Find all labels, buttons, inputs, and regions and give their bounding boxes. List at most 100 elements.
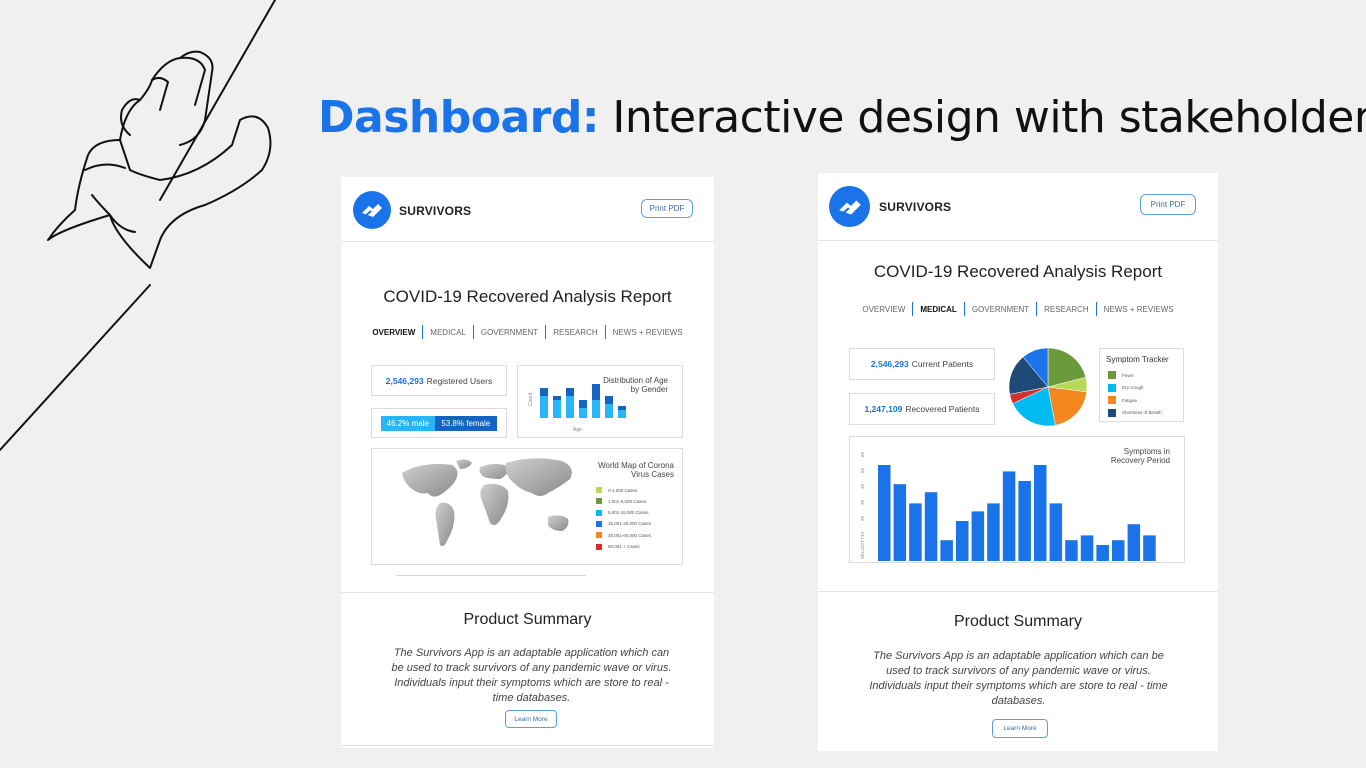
tracker-item: Fatigue [1108, 396, 1137, 404]
age-bars-svg: Count Age [528, 384, 626, 433]
map-legend-item: 0-1,000 Cases [596, 487, 637, 493]
dashboard-overview-card: SURVIVORS Print PDF COVID-19 Recovered A… [341, 177, 714, 748]
handshake-icon [838, 200, 861, 215]
tab-separator [472, 325, 474, 339]
tracker-item: Dry Cough [1108, 383, 1144, 392]
map-title: World Map of Corona Virus Cases [598, 461, 674, 480]
legend-swatch [1108, 408, 1116, 417]
symptom-bar [971, 511, 985, 561]
tracker-item: Fever [1108, 371, 1134, 379]
brand-name: SURVIVORS [399, 204, 472, 218]
registered-users-value: 2,546,293 [385, 375, 424, 386]
tab-news-reviews[interactable]: NEWS + REVIEWS [612, 327, 683, 337]
summary-text: The Survivors App is an adaptable applic… [391, 647, 672, 704]
legend-swatch [1108, 396, 1116, 404]
survivors-logo-icon [829, 186, 870, 227]
symptom-bar [1034, 465, 1047, 561]
tab-government[interactable]: GOVERNMENT [480, 327, 539, 337]
report-title: COVID-19 Recovered Analysis Report [873, 262, 1163, 281]
tab-separator [1036, 302, 1038, 316]
legend-label: Dry Cough [1122, 385, 1144, 390]
tab-medical[interactable]: MEDICAL [920, 304, 957, 314]
brand-name: SURVIVORS [879, 200, 952, 214]
tab-news-reviews[interactable]: NEWS + REVIEWS [1103, 304, 1174, 314]
legend-label: Shortness of Breath [1122, 410, 1162, 415]
legend-swatch [596, 498, 602, 505]
symptom-bar [924, 492, 938, 561]
symptom-bar [1065, 540, 1078, 561]
tab-overview[interactable]: OVERVIEW [862, 304, 906, 314]
tab-research[interactable]: RESEARCH [1044, 304, 1089, 314]
y-tick-label: 40 [860, 483, 865, 489]
learn-more-button[interactable]: Learn More [505, 710, 557, 728]
hands-line-illustration [0, 0, 276, 451]
slide-title-rest: Interactive design with stakeholders [598, 92, 1366, 143]
world-map-panel: World Map of Corona Virus Cases 0-1,000 … [371, 448, 683, 565]
handshake-icon [362, 204, 382, 218]
symptom-bar [1096, 545, 1109, 561]
pie-slice [1012, 386, 1056, 427]
legend-swatch [596, 509, 602, 516]
legend-label: 0-1,000 Cases [608, 487, 638, 493]
panel-divider-line [396, 575, 586, 576]
tab-overview[interactable]: OVERVIEW [372, 327, 416, 337]
legend-label: Fatigue [1122, 397, 1138, 403]
slide-title-accent: Dashboard: [318, 92, 599, 143]
symptom-bar [940, 540, 953, 561]
symptoms-recovery-chart: Symptoms in Recovery Period VELOCITY 10 20… [849, 436, 1185, 563]
map-legend-item: 1,001-5,000 Cases [596, 498, 646, 505]
map-legend-item: 15,001-30,000 Cases [596, 520, 651, 527]
map-legend-item: 5,001-15,000 Cases [596, 509, 649, 516]
current-patients-stat: 2,546,293 Current Patients [849, 348, 995, 380]
symptom-bar [1127, 524, 1141, 561]
world-map-graphic [402, 458, 572, 547]
nav-tabs: OVERVIEW MEDICAL GOVERNMENT RESEARCH NEWS + … [818, 302, 1218, 316]
symptoms-chart-title: Symptoms in Recovery Period [1110, 447, 1170, 466]
y-tick-label: 60 [860, 451, 865, 457]
age-bar-lower [553, 400, 561, 418]
section-divider [818, 591, 1218, 592]
tracker-item: Shortness of Breath [1108, 408, 1162, 417]
age-chart-ylabel: Count [528, 392, 534, 406]
legend-label: 60,001 + Cases [608, 544, 640, 549]
tab-research[interactable]: RESEARCH [553, 327, 598, 337]
gender-split-bar: 46.2% male 53.8% female [381, 416, 497, 431]
legend-swatch [1108, 371, 1116, 379]
symptom-bar [878, 465, 891, 561]
symptom-pie-chart [1008, 347, 1088, 427]
footer-divider [341, 745, 714, 746]
symptom-bar [1049, 503, 1063, 561]
symptom-tracker-legend: Symptom Tracker Fever Dry Cough Fatigue Sho… [1099, 348, 1184, 422]
tab-medical[interactable]: MEDICAL [430, 327, 466, 337]
current-patients-value: 2,546,293 [870, 359, 909, 369]
age-bar-lower [579, 408, 587, 418]
age-bar-lower [605, 404, 613, 418]
recovered-patients-stat: 1,247,109 Recovered Patients [849, 393, 995, 425]
tab-separator [545, 325, 547, 339]
tab-separator [422, 325, 424, 339]
registered-users-stat: 2,546,293 Registered Users [371, 365, 507, 396]
learn-more-button[interactable]: Learn More [992, 719, 1048, 738]
legend-label: 5,001-15,000 Cases [608, 510, 649, 516]
print-pdf-button[interactable]: Print PDF [641, 199, 693, 218]
registered-users-label: Registered Users [426, 375, 493, 386]
summary-text: The Survivors App is an adaptable applic… [869, 650, 1168, 707]
tab-government[interactable]: GOVERNMENT [971, 304, 1030, 314]
legend-label: Fever [1122, 372, 1134, 378]
age-bar-lower [540, 396, 548, 418]
age-distribution-chart: Distribution of Age by Gender Count Age [517, 365, 683, 438]
age-bar-upper [553, 396, 561, 400]
age-bar-upper [592, 384, 600, 400]
current-patients-label: Current Patients [911, 359, 974, 369]
symptom-bar [1002, 471, 1016, 561]
survivors-logo-icon [353, 191, 391, 229]
age-bar-lower [566, 396, 574, 418]
symptom-bar [1143, 535, 1156, 561]
male-share-segment: 46.2% male [381, 416, 435, 431]
print-pdf-button[interactable]: Print PDF [1140, 194, 1196, 215]
summary-title: Product Summary [953, 613, 1083, 630]
report-title: COVID-19 Recovered Analysis Report [383, 287, 672, 306]
nav-tabs: OVERVIEW MEDICAL GOVERNMENT RESEARCH NEWS + … [341, 325, 714, 339]
legend-label: 30,001-60,000 Cases [608, 532, 652, 538]
